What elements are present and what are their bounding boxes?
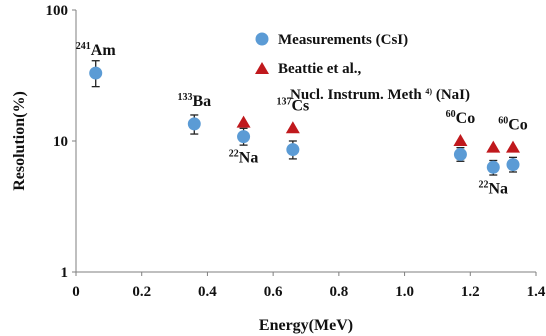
- x-tick-label: 0.2: [132, 284, 151, 300]
- measurement-point: [453, 147, 467, 161]
- x-tick-label: 0.4: [198, 284, 217, 300]
- isotope-mass-number: 60: [498, 116, 508, 127]
- measurement-point: [286, 143, 300, 157]
- isotope-symbol: Am: [91, 42, 117, 59]
- beattie-point: [285, 121, 300, 134]
- legend-circle-marker: [255, 32, 269, 46]
- y-tick-label: 1: [61, 265, 69, 281]
- legend-triangle-marker: [255, 62, 269, 74]
- isotope-symbol: Ba: [192, 93, 211, 110]
- measurement-point: [506, 158, 520, 172]
- x-tick-label: 1.0: [395, 284, 414, 300]
- isotope-mass-number: 133: [177, 92, 192, 103]
- x-tick-label: 1.2: [461, 284, 480, 300]
- isotope-symbol: Co: [508, 117, 528, 134]
- isotope-symbol: Na: [239, 150, 259, 167]
- legend-beattie-label: Beattie et al.,: [278, 61, 362, 77]
- isotope-symbol: Na: [489, 180, 509, 197]
- beattie-point: [486, 140, 501, 153]
- legend-ref-part: 4): [425, 87, 432, 96]
- measurement-point: [187, 117, 201, 131]
- legend-ref-part: (NaI): [432, 87, 470, 103]
- beattie-point: [236, 115, 251, 128]
- isotope-mass-number: 137: [276, 96, 291, 107]
- beattie-point: [506, 140, 520, 153]
- legend-measurements-label: Measurements (CsI): [278, 32, 408, 48]
- isotope-label: 133Ba: [177, 92, 211, 110]
- isotope-symbol: Cs: [291, 97, 309, 114]
- isotope-mass-number: 60: [446, 109, 456, 120]
- x-axis-title: Energy(MeV): [259, 317, 353, 334]
- beattie-point: [453, 134, 468, 146]
- isotope-mass-number: 241: [76, 41, 91, 52]
- x-tick-label: 0.6: [264, 284, 283, 300]
- legend-ref-part: Nucl. Instrum. Meth: [290, 87, 425, 103]
- x-tick-label: 1.4: [527, 284, 546, 300]
- legend: Measurements (CsI) Beattie et al., Nucl. I…: [255, 32, 470, 103]
- y-axis-title: Resolution(%): [11, 91, 28, 191]
- isotope-label: 60Co: [498, 116, 528, 134]
- axes: 0 0.2 0.4 0.6 0.8 1.0 1.2 1.4 1 10 100 Energy(MeV) R…: [11, 3, 546, 334]
- isotope-symbol: Co: [456, 110, 476, 127]
- isotope-mass-number: 22: [229, 149, 239, 160]
- x-tick-label: 0.8: [329, 284, 348, 300]
- isotope-label: 241Am: [76, 41, 117, 59]
- isotope-mass-number: 22: [479, 179, 489, 190]
- measurement-point: [486, 160, 500, 174]
- y-tick-label: 100: [46, 3, 69, 19]
- measurement-point: [89, 66, 103, 80]
- y-tick-label: 10: [53, 134, 68, 150]
- data-marks: [89, 60, 520, 176]
- isotope-label: 60Co: [446, 109, 476, 127]
- x-tick-label: 0: [72, 284, 80, 300]
- isotope-label: 137Cs: [276, 96, 309, 114]
- legend-beattie-ref: Nucl. Instrum. Meth 4) (NaI): [290, 87, 470, 103]
- isotope-label: 22Na: [479, 179, 509, 197]
- isotope-label: 22Na: [229, 149, 259, 167]
- measurement-point: [237, 130, 251, 144]
